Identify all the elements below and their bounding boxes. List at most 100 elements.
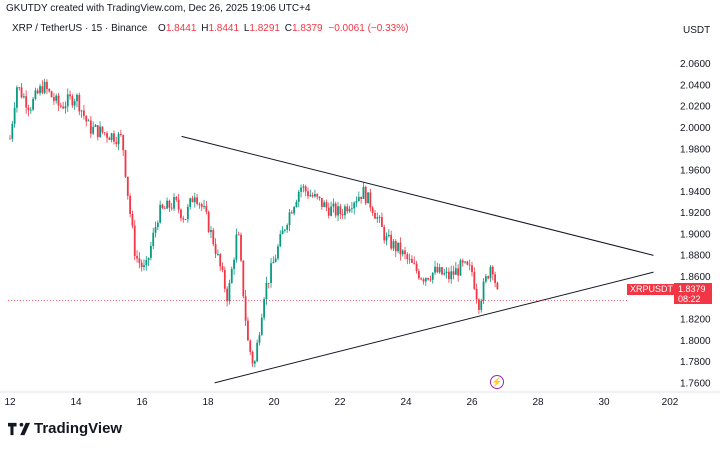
candle-body	[57, 95, 60, 106]
price-tick-label: 2.0600	[680, 59, 711, 70]
candle-body	[334, 203, 337, 216]
candle-body	[459, 260, 462, 276]
candle-body	[89, 120, 92, 134]
candle-body	[265, 282, 268, 300]
candle-body	[177, 199, 180, 210]
candle-body	[452, 271, 455, 275]
candle-body	[159, 204, 162, 223]
candle-body	[420, 278, 423, 280]
candle-body	[212, 230, 215, 245]
candle-body	[350, 208, 353, 210]
trendline-upper	[181, 135, 654, 256]
candle-body	[230, 268, 233, 284]
candle-body	[205, 205, 208, 212]
time-axis: 12 14 16 18 20 22 24 26 28 30 202	[0, 391, 720, 408]
candle-body	[344, 206, 346, 216]
candle-body	[186, 206, 189, 220]
candle-body	[221, 266, 224, 271]
candle-body	[480, 300, 483, 310]
candle-body	[11, 123, 14, 139]
candle-body	[478, 299, 480, 310]
candle-body	[397, 242, 399, 252]
candle-body	[80, 110, 83, 112]
price-tag: 1.8379 08:22	[674, 283, 712, 304]
lightning-icon[interactable]: ⚡	[490, 375, 504, 389]
candle-body	[320, 198, 323, 208]
candle-body	[318, 196, 321, 199]
candle-body	[496, 282, 499, 289]
candle-body	[138, 258, 141, 263]
candle-body	[154, 227, 157, 233]
candle-body	[323, 202, 326, 208]
candle-body	[281, 230, 284, 235]
candle-body	[272, 262, 275, 264]
candle-body	[191, 198, 194, 203]
candle-body	[297, 191, 300, 202]
candle-body	[348, 208, 351, 212]
candle-body	[131, 214, 134, 226]
candle-body	[408, 259, 411, 260]
candle-body	[166, 200, 168, 209]
candle-body	[314, 194, 316, 197]
candle-body	[59, 105, 62, 107]
candle-body	[346, 206, 349, 212]
candle-body	[295, 201, 298, 207]
candle-body	[482, 281, 485, 301]
candle-body	[133, 225, 136, 257]
candle-body	[198, 203, 201, 205]
candle-body	[383, 226, 386, 241]
candle-body	[85, 115, 88, 122]
candle-body	[9, 138, 11, 140]
candle-body	[203, 205, 205, 207]
price-tick-label: 2.0400	[680, 80, 711, 91]
candle-body	[108, 137, 111, 140]
candle-body	[22, 96, 25, 98]
candle-body	[182, 218, 185, 220]
candle-body	[235, 234, 238, 260]
candle-body	[140, 262, 143, 268]
candle-body	[394, 241, 397, 252]
candle-body	[401, 250, 404, 255]
candle-body	[387, 234, 390, 237]
candle-body	[217, 254, 219, 255]
candle-body	[152, 232, 155, 246]
legend-symbol[interactable]: XRP / TetherUS · 15 · Binance	[12, 23, 148, 34]
candle-body	[274, 258, 277, 263]
candle-body	[267, 282, 270, 284]
candle-body	[337, 206, 339, 216]
candle-body	[427, 278, 430, 280]
candle-body	[316, 194, 319, 197]
legend-high-label: H	[201, 23, 209, 34]
candle-body	[110, 133, 113, 140]
price-tick-label: 1.8800	[680, 251, 711, 262]
candle-body	[302, 186, 305, 188]
time-tick-label: 16	[136, 397, 148, 408]
candle-body	[189, 198, 192, 207]
candle-body	[378, 217, 381, 218]
candle-body	[101, 126, 104, 133]
candle-body	[207, 211, 210, 233]
candle-body	[339, 206, 342, 215]
candles	[9, 78, 499, 368]
candle-body	[13, 107, 16, 124]
candle-body	[175, 197, 178, 200]
candle-body	[438, 267, 441, 273]
candle-body	[341, 214, 344, 216]
price-axis-unit: USDT	[683, 25, 711, 36]
price-tick-label: 1.9400	[680, 187, 711, 198]
candle-body	[436, 266, 439, 273]
candle-body	[117, 133, 120, 145]
candle-body	[129, 195, 132, 215]
candle-body	[355, 201, 358, 203]
candle-body	[424, 278, 427, 282]
candle-body	[94, 125, 97, 127]
candle-body	[251, 351, 254, 364]
candle-body	[371, 207, 374, 213]
candle-body	[390, 234, 393, 249]
candle-body	[29, 109, 32, 111]
candle-body	[126, 176, 129, 196]
legend-low-label: L	[243, 23, 250, 34]
time-tick-label: 12	[4, 397, 16, 408]
candle-body	[448, 271, 450, 280]
